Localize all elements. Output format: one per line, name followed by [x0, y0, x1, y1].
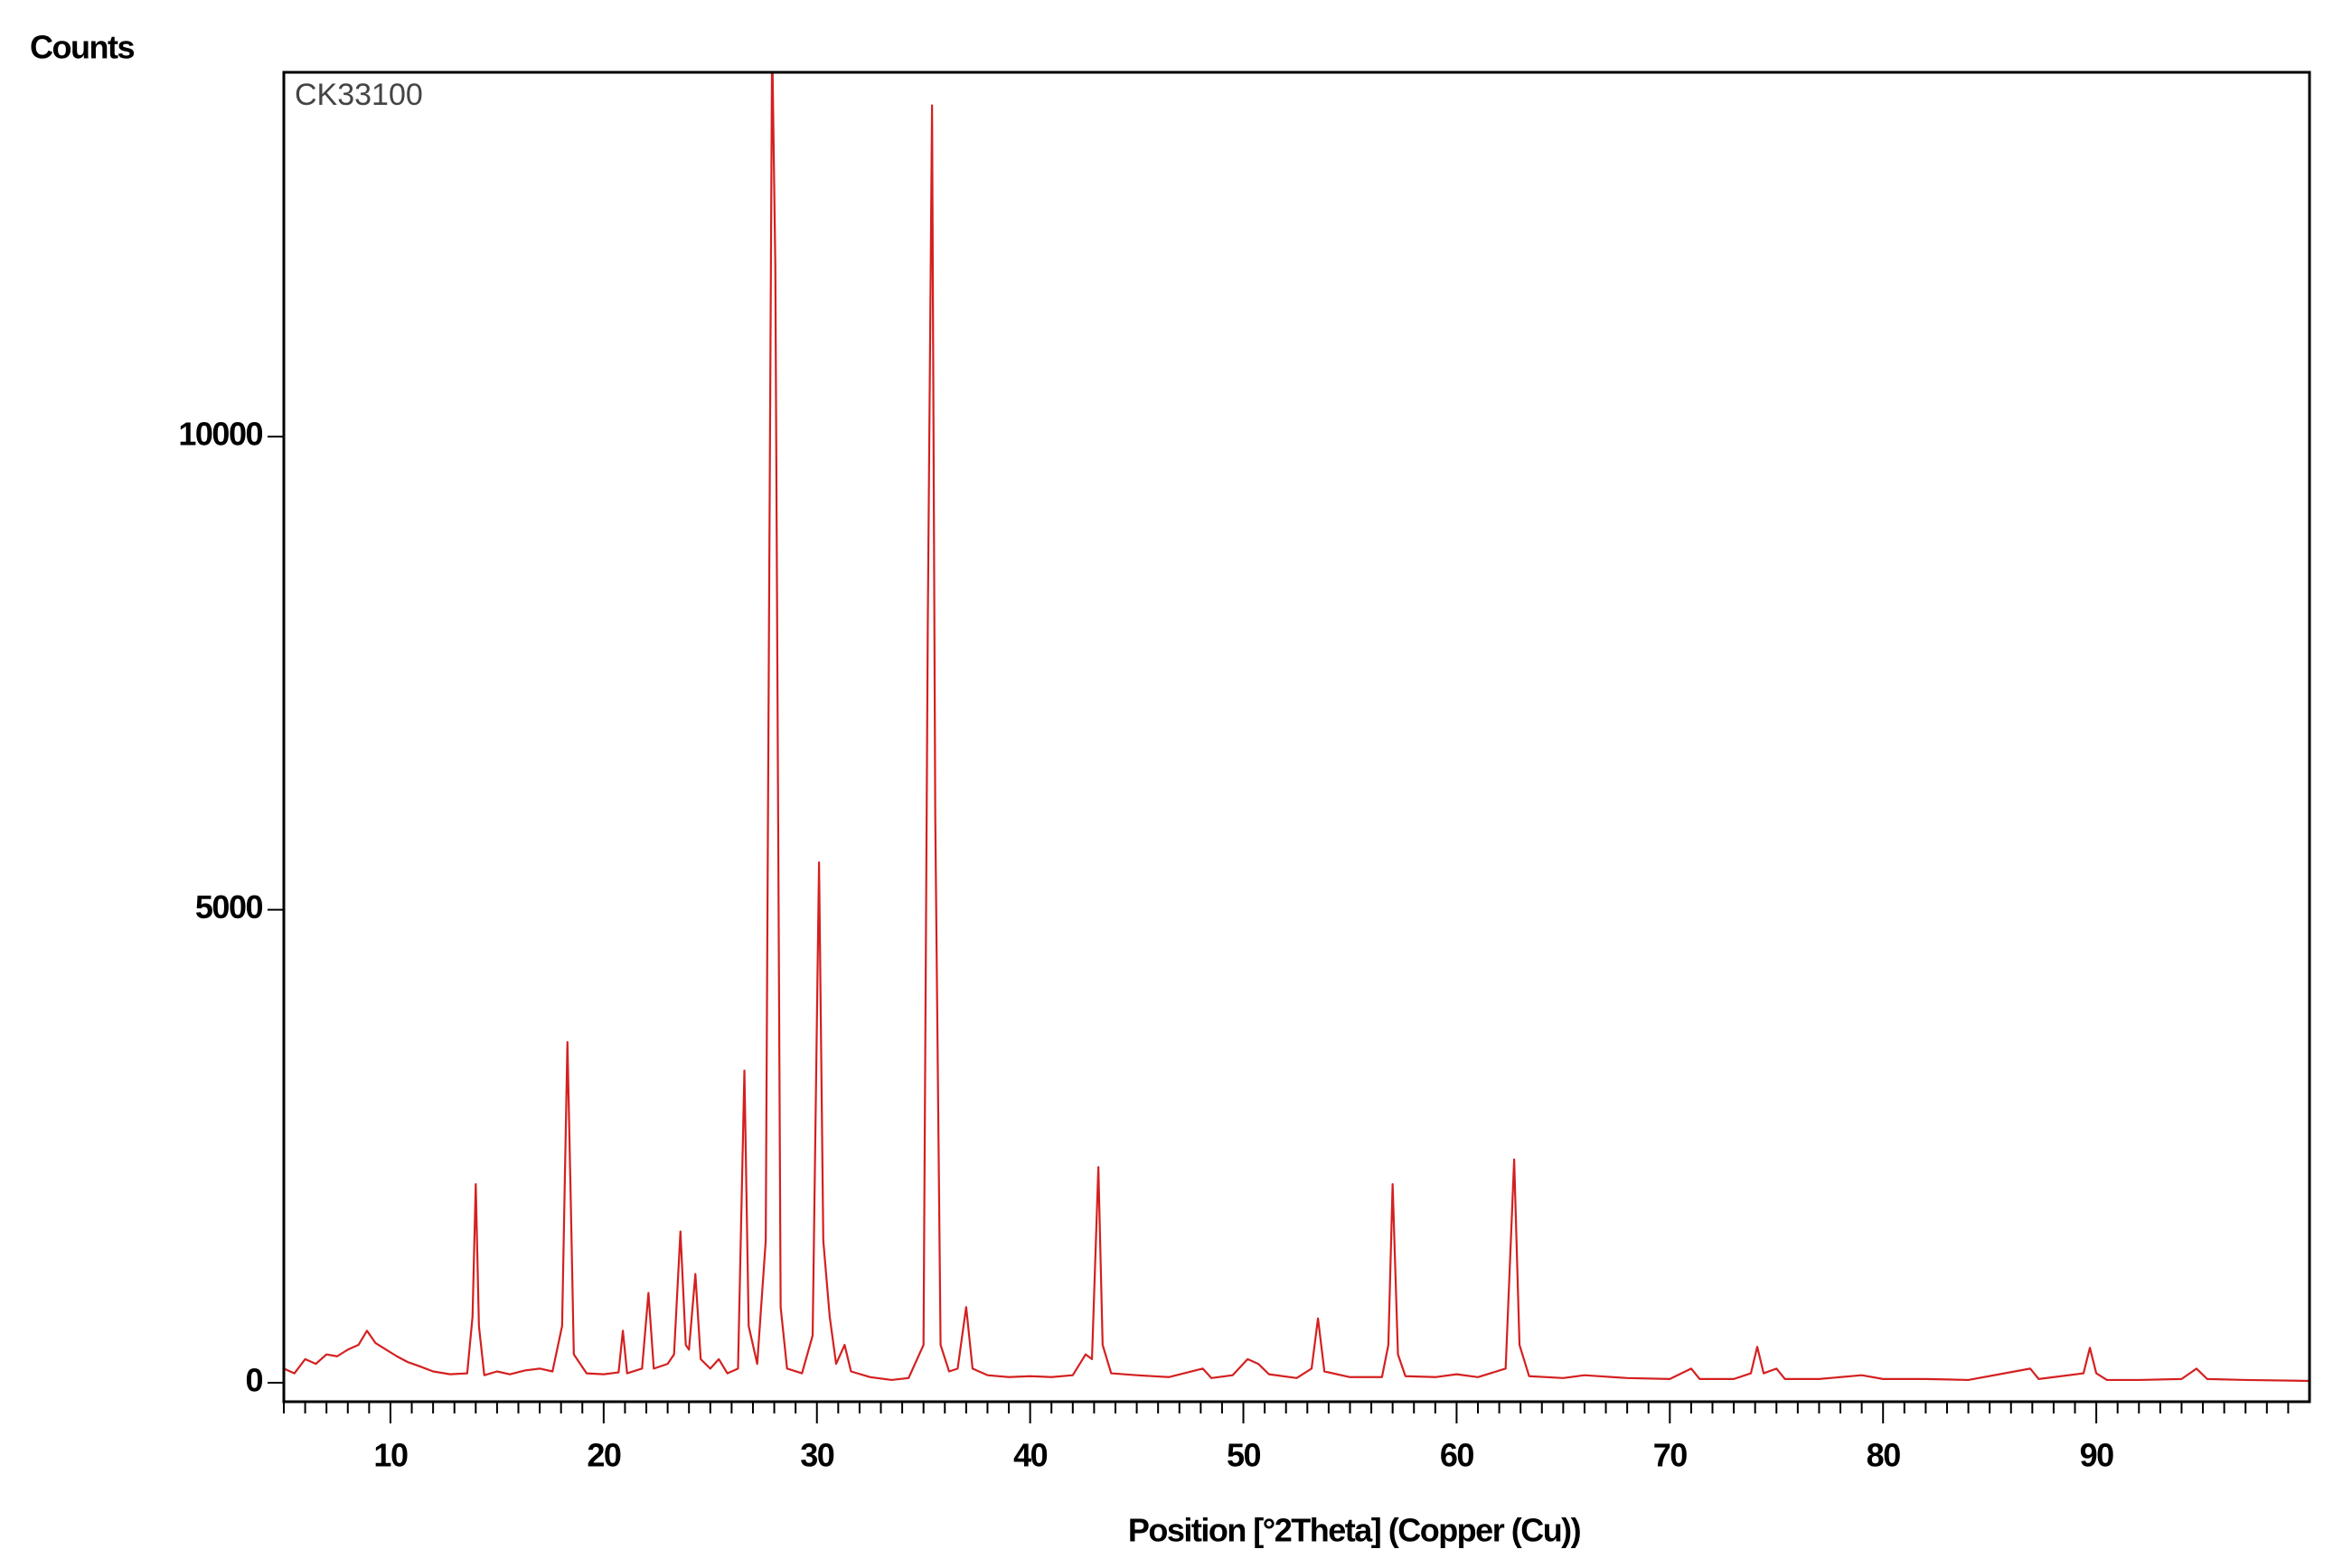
line-series	[284, 72, 2310, 1383]
plot-frame	[282, 70, 2311, 1404]
x-tick-label: 70	[1653, 1437, 1688, 1474]
x-tick-label: 10	[373, 1437, 408, 1474]
y-tick-label: 0	[245, 1362, 262, 1399]
x-tick-label: 40	[1013, 1437, 1048, 1474]
annotation: CK33100	[295, 78, 423, 112]
y-tick-label: 10000	[178, 416, 262, 453]
y-tick-label: 5000	[195, 888, 263, 925]
x-tick-label: 20	[587, 1437, 621, 1474]
x-tick-label: 60	[1440, 1437, 1474, 1474]
x-tick-label: 50	[1227, 1437, 1261, 1474]
x-tick-label: 80	[1867, 1437, 1901, 1474]
x-axis-label: Position [°2Theta] (Copper (Cu))	[1128, 1512, 1581, 1549]
x-tick-label: 90	[2080, 1437, 2114, 1474]
plot-area	[284, 72, 2310, 1383]
y-axis-label: Counts	[30, 29, 134, 66]
x-tick-label: 30	[800, 1437, 834, 1474]
